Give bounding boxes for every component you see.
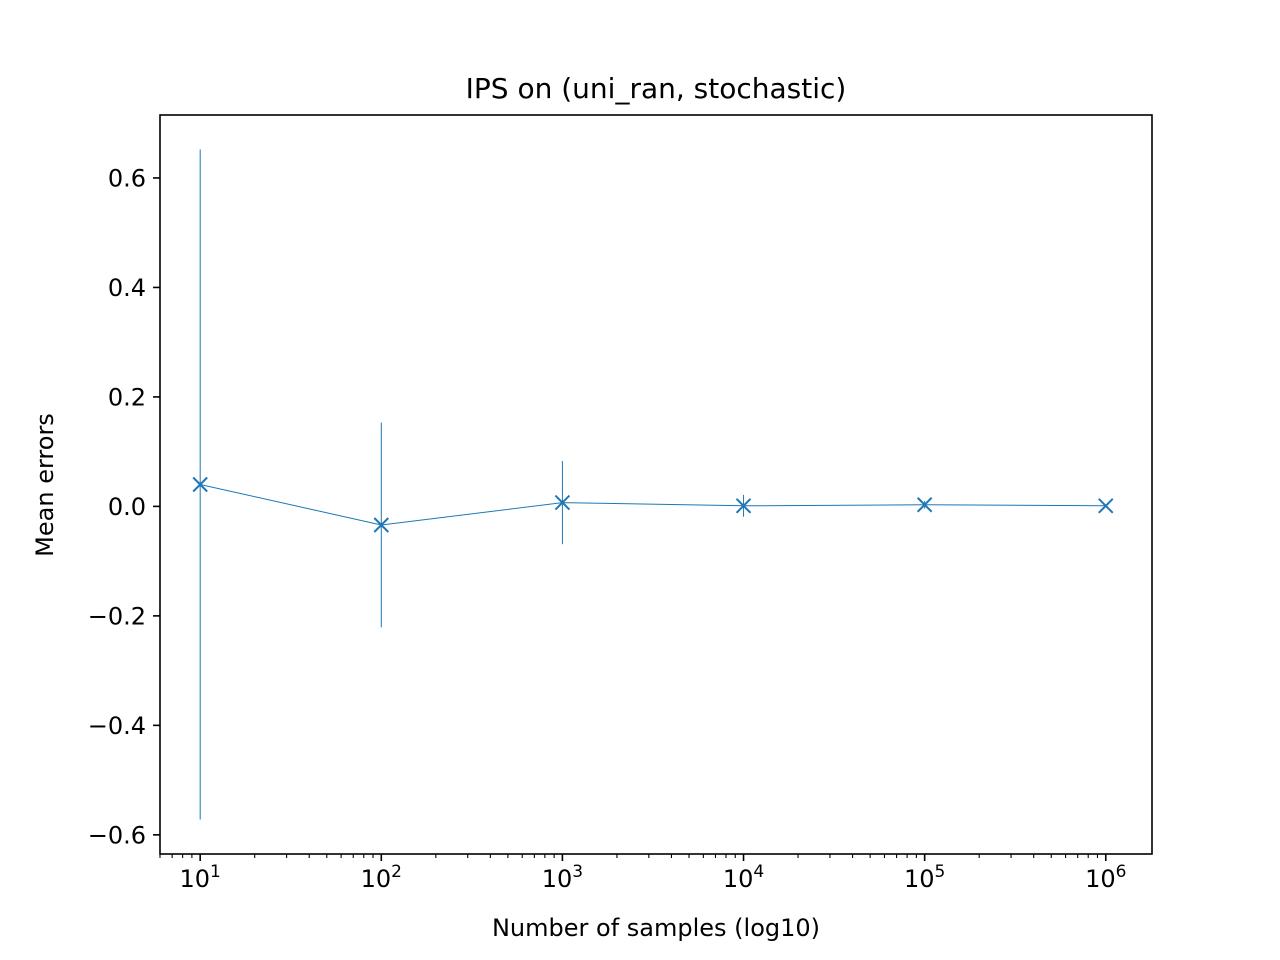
- y-tick-label: −0.2: [88, 602, 146, 630]
- y-tick-label: −0.6: [88, 821, 146, 849]
- y-tick-label: 0.6: [108, 164, 146, 192]
- chart-title: IPS on (uni_ran, stochastic): [466, 72, 847, 105]
- x-tick-label: 103: [542, 862, 583, 893]
- x-tick-label: 105: [904, 862, 945, 893]
- y-tick-label: 0.4: [108, 274, 146, 302]
- y-axis-ticks: 0.6 0.4 0.2 0.0 −0.2 −0.4 −0.6: [88, 164, 160, 849]
- plot-frame: [159, 114, 1153, 855]
- x-tick-label: 106: [1085, 862, 1126, 893]
- series-line: [200, 484, 1106, 526]
- data-point-marker: [1098, 498, 1114, 514]
- plot-layer: [192, 149, 1114, 820]
- y-tick-label: 0.0: [108, 493, 146, 521]
- y-tick-label: 0.2: [108, 383, 146, 411]
- x-axis-label: Number of samples (log10): [492, 914, 820, 942]
- data-point-marker: [192, 476, 208, 493]
- data-point-marker: [373, 517, 390, 533]
- data-point-marker: [916, 497, 933, 513]
- x-tick-label: 104: [723, 862, 764, 893]
- y-axis-label: Mean errors: [31, 413, 59, 557]
- x-tick-label: 101: [179, 862, 220, 893]
- x-tick-label: 102: [361, 862, 402, 893]
- y-tick-label: −0.4: [88, 712, 146, 740]
- x-axis-ticks: 101 102 103 104 105 106: [159, 854, 1126, 893]
- data-point-marker: [735, 498, 752, 514]
- data-point-marker: [554, 494, 571, 511]
